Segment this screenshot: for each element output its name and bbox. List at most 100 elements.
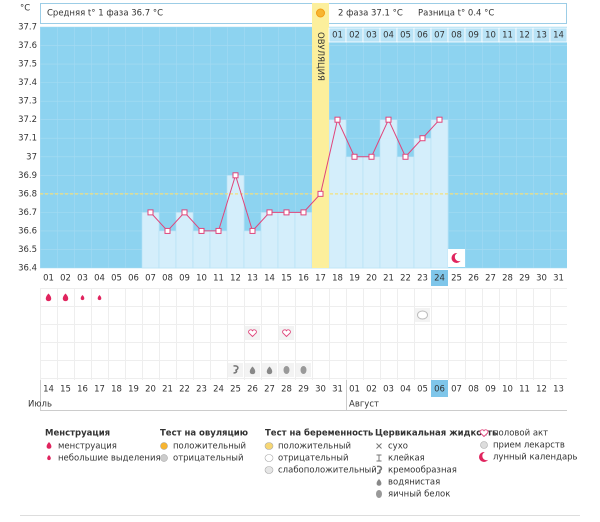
legend-icon — [160, 442, 168, 450]
legend-icon — [376, 479, 382, 486]
temperature-point — [419, 135, 426, 142]
date-label: 30 — [315, 385, 326, 395]
cycle-day-label: 24 — [434, 274, 445, 284]
legend-item: небольшие выделения — [58, 454, 161, 464]
phase2-day-label: 13 — [536, 31, 547, 41]
date-label: 26 — [247, 385, 258, 395]
legend-item: половой акт — [493, 429, 548, 439]
fluid-creamy-icon — [233, 365, 239, 374]
y-tick-label: 36.8 — [18, 189, 37, 199]
temperature-point — [436, 116, 443, 123]
date-label: 18 — [111, 385, 122, 395]
date-label: 29 — [298, 385, 309, 395]
sex-icon — [282, 329, 291, 338]
legend-item: водянистая — [388, 478, 440, 488]
temperature-point — [317, 190, 324, 197]
cycle-day-label: 20 — [366, 274, 377, 284]
cycle-day-label: 27 — [485, 274, 496, 284]
date-label: 01 — [349, 385, 360, 395]
temperature-bar — [226, 175, 245, 269]
phase2-day-label: 09 — [468, 31, 479, 41]
legend-item: менструация — [58, 442, 117, 452]
cycle-day-label: 10 — [196, 274, 207, 284]
date-label: 19 — [128, 385, 139, 395]
legend-title: Менструация — [45, 429, 110, 439]
temperature-point — [215, 227, 222, 234]
legend-item: клейкая — [388, 454, 425, 464]
cycle-day-label: 07 — [145, 274, 156, 284]
date-label: 13 — [553, 385, 564, 395]
temperature-point — [334, 116, 341, 123]
temperature-bar — [141, 212, 160, 269]
sex-icon — [248, 329, 257, 338]
temperature-bar — [175, 212, 194, 269]
cycle-day-label: 30 — [536, 274, 547, 284]
temperature-point — [249, 227, 256, 234]
date-label: 20 — [145, 385, 156, 395]
date-label: 08 — [468, 385, 479, 395]
legend-item: лунный календарь — [493, 453, 578, 463]
legend-item: положительный — [173, 442, 246, 452]
fluid-watery-icon — [249, 366, 256, 375]
month-label: Август — [349, 400, 379, 410]
legend-item: отрицательный — [278, 454, 348, 464]
cycle-day-label: 15 — [281, 274, 292, 284]
cycle-day-label: 26 — [468, 274, 479, 284]
temperature-bar — [260, 212, 279, 269]
y-tick-label: 36.5 — [18, 245, 37, 255]
date-label: 06 — [434, 385, 445, 395]
cycle-day-label: 29 — [519, 274, 530, 284]
cycle-day-label: 25 — [451, 274, 462, 284]
date-label: 10 — [502, 385, 513, 395]
cycle-day-label: 14 — [264, 274, 275, 284]
legend-icon — [46, 442, 52, 449]
temperature-point — [283, 209, 290, 216]
temperature-point — [198, 227, 205, 234]
temperature-bar — [192, 230, 211, 269]
date-label: 22 — [179, 385, 190, 395]
y-tick-label: 37.4 — [18, 78, 37, 88]
phase2-day-cell — [549, 27, 568, 43]
phase2-day-label: 04 — [383, 31, 394, 41]
phase2-day-label: 06 — [417, 31, 428, 41]
cycle-day-label: 05 — [111, 274, 122, 284]
temperature-point — [351, 153, 358, 160]
phase2-day-label: 12 — [519, 31, 530, 41]
phase2-day-label: 14 — [553, 31, 564, 41]
legend-icon — [376, 443, 382, 449]
date-label: 25 — [230, 385, 241, 395]
legend-item: сухо — [388, 442, 408, 452]
header-bar — [40, 3, 567, 24]
date-label: 15 — [60, 385, 71, 395]
legend-title: Тест на овуляцию — [160, 429, 248, 439]
y-tick-label: 37.6 — [18, 41, 37, 51]
cycle-day-label: 17 — [315, 274, 326, 284]
cycle-day-label: 02 — [60, 274, 71, 284]
difference-summary: Разница t° 0.4 °С — [418, 9, 494, 19]
cycle-day-label: 11 — [213, 274, 224, 284]
temperature-bar — [243, 230, 262, 269]
cycle-day-label: 09 — [179, 274, 190, 284]
legend-icon — [264, 454, 274, 462]
cycle-day-label: 08 — [162, 274, 173, 284]
phase2-day-label: 02 — [349, 31, 360, 41]
temperature-bar — [209, 230, 228, 269]
y-tick-label: 37.7 — [18, 23, 37, 33]
temperature-point — [164, 227, 171, 234]
lunar-icon-cut — [454, 252, 464, 262]
phase2-day-label: 11 — [502, 31, 513, 41]
y-tick-label: 36.7 — [18, 208, 37, 218]
legend-item: слабоположительный — [278, 466, 377, 476]
menstruation-icon — [45, 293, 52, 302]
fluid-eggwhite-icon — [300, 366, 307, 374]
legend-item: отрицательный — [173, 454, 243, 464]
temperature-point — [368, 153, 375, 160]
spotting-icon — [97, 295, 102, 301]
pregnancy-test-icon — [417, 310, 428, 320]
date-label: 07 — [451, 385, 462, 395]
date-label: 11 — [519, 385, 530, 395]
phase2-day-label: 10 — [485, 31, 496, 41]
temperature-bar — [362, 156, 381, 269]
cycle-day-label: 21 — [383, 274, 394, 284]
date-label: 04 — [400, 385, 411, 395]
